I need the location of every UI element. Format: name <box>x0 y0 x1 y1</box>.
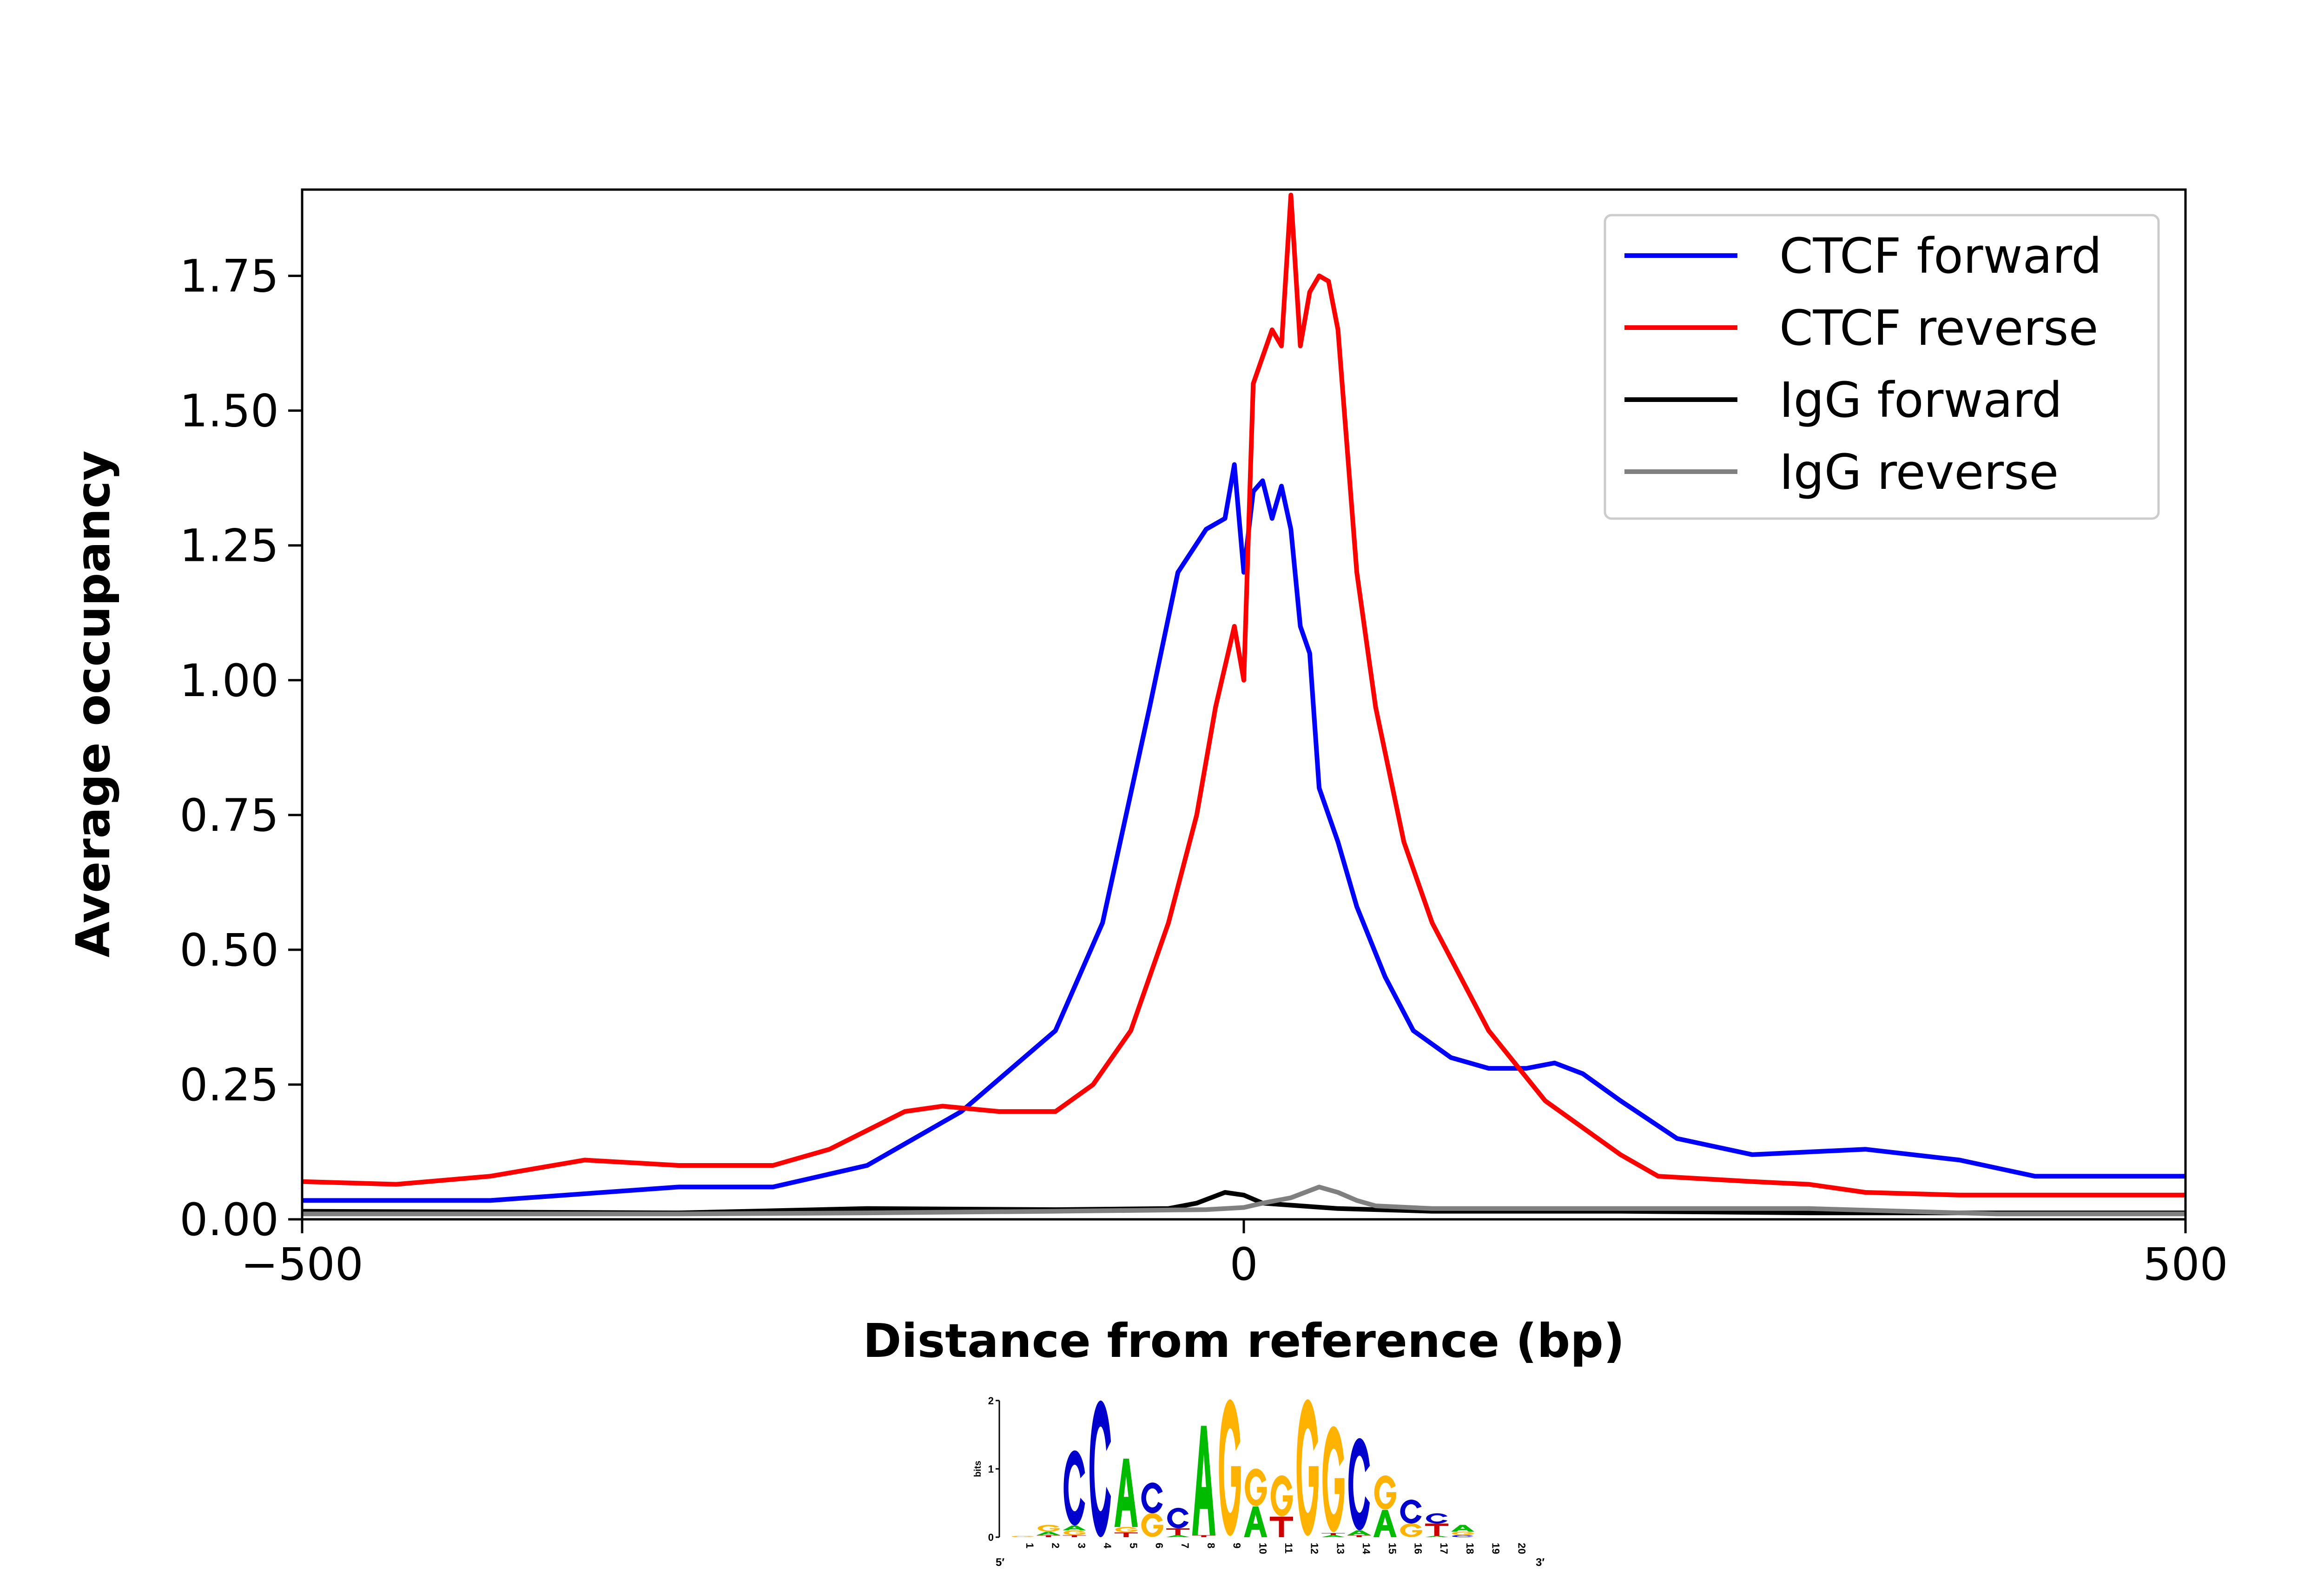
logo-letter-A-shape <box>1347 1530 1371 1535</box>
logo-position-label: 6 <box>1154 1543 1165 1548</box>
logo-letter-A-shape <box>1114 1458 1138 1527</box>
y-tick-label: 0.50 <box>179 924 279 976</box>
series-line-ctcf-reverse <box>302 192 2185 1197</box>
logo-y-tick-label: 0 <box>988 1532 994 1543</box>
logo-position-label: 17 <box>1438 1543 1450 1554</box>
y-axis-label: Average occupancy <box>66 450 120 957</box>
axis-ticks: −500 0 500 0.00 0.25 0.50 0.75 1.00 1.25 1.50 1.75 <box>179 250 2228 1290</box>
logo-letter-T-shape <box>1425 1523 1449 1536</box>
logo-letter-T-shape <box>1321 1533 1345 1535</box>
logo-letter-T-shape <box>1347 1535 1371 1537</box>
logo-letter-A-shape <box>1037 1532 1060 1535</box>
logo-letter-T-shape <box>1270 1516 1293 1537</box>
series-line-igg-forward <box>302 1190 2185 1216</box>
logo-letter-A-shape <box>1244 1506 1268 1537</box>
logo-position-label: 18 <box>1464 1543 1476 1554</box>
x-tick-label: 500 <box>2143 1238 2228 1290</box>
y-tick-label: 1.75 <box>179 250 279 303</box>
logo-letter-G-shape <box>1219 1399 1241 1536</box>
logo-position-label: 7 <box>1179 1543 1191 1548</box>
logo-letter-A-shape <box>1425 1536 1449 1537</box>
x-tick-label: 0 <box>1229 1238 1258 1290</box>
legend-label-ctcf-forward: CTCF forward <box>1779 228 2102 284</box>
logo-position-label: 4 <box>1102 1543 1113 1549</box>
logo-letter-A-shape <box>1063 1526 1086 1531</box>
x-tick-label: −500 <box>241 1238 363 1290</box>
logo-letter-A-shape <box>1373 1510 1397 1537</box>
logo-letter-C-shape <box>1063 1450 1085 1526</box>
logo-letter-A-shape <box>1321 1535 1345 1537</box>
logo-letter-T-shape <box>1192 1535 1215 1537</box>
logo-letter-T-shape <box>1063 1535 1086 1537</box>
legend-box <box>1604 214 2160 520</box>
logo-position-label: 11 <box>1283 1543 1294 1553</box>
logo-letter-C-shape <box>1452 1535 1473 1537</box>
logo-letter-C-shape <box>1141 1482 1163 1513</box>
legend: CTCF forward CTCF reverse IgG forward IgG r… <box>1604 214 2160 520</box>
series-line-igg-reverse <box>302 1184 2185 1217</box>
logo-letter-G-shape <box>1452 1532 1474 1535</box>
logo-y-tick-label: 1 <box>988 1463 994 1475</box>
legend-label-igg-reverse: IgG reverse <box>1779 444 2059 500</box>
logo-letter-G-shape <box>1063 1530 1086 1535</box>
y-tick-label: 1.50 <box>179 385 279 437</box>
y-tick-label: 0.00 <box>179 1194 279 1246</box>
logo-letter-T-shape <box>1037 1535 1060 1537</box>
logo-letter-T-shape <box>1114 1532 1138 1537</box>
logo-letter-G-shape <box>1141 1513 1163 1537</box>
logo-letter-G-shape <box>1270 1475 1293 1517</box>
series-line-ctcf-forward <box>302 462 2185 1203</box>
logo-letter-G-shape <box>1115 1526 1137 1533</box>
logo-letter-A-shape <box>1451 1525 1474 1532</box>
logo-position-label: 14 <box>1360 1543 1372 1554</box>
logo-three-prime: 3′ <box>1536 1556 1545 1569</box>
logo-position-label: 15 <box>1386 1543 1398 1554</box>
x-axis-label: Distance from reference (bp) <box>863 1314 1624 1368</box>
series-lines <box>302 192 2185 1217</box>
logo-position-label: 20 <box>1516 1543 1527 1554</box>
logo-position-label: 8 <box>1205 1543 1217 1548</box>
logo-position-label: 19 <box>1490 1543 1502 1554</box>
logo-letter-A-shape <box>1192 1426 1215 1535</box>
logo-letter-G-shape <box>1296 1399 1319 1536</box>
logo-letter-A-shape <box>1166 1535 1190 1537</box>
y-tick-label: 0.75 <box>179 790 279 842</box>
logo-letter-C-shape <box>1426 1513 1448 1524</box>
logo-position-label: 1 <box>1024 1543 1036 1548</box>
y-tick-label: 1.25 <box>179 520 279 572</box>
logo-letter-C-shape <box>1089 1401 1111 1537</box>
logo-y-label: bits <box>973 1461 983 1477</box>
logo-position-label: 3 <box>1076 1543 1087 1548</box>
logo-position-label: 2 <box>1050 1543 1062 1548</box>
logo-y-tick-label: 2 <box>988 1395 994 1407</box>
logo-letter-G-shape <box>1400 1523 1422 1537</box>
logo-letter-G-shape <box>1245 1468 1267 1507</box>
logo-position-label: 9 <box>1231 1543 1243 1548</box>
logo-letter-C-shape <box>1400 1500 1422 1524</box>
logo-letter-T-shape <box>1166 1528 1190 1535</box>
logo-letter-C-shape <box>1348 1438 1370 1531</box>
legend-label-ctcf-reverse: CTCF reverse <box>1779 300 2098 356</box>
logo-position-label: 13 <box>1334 1543 1346 1554</box>
logo-position-label: 16 <box>1413 1543 1424 1554</box>
legend-label-igg-forward: IgG forward <box>1779 372 2062 428</box>
logo-letter-G-shape <box>1011 1536 1034 1537</box>
logo-letter-C-shape <box>1167 1507 1189 1528</box>
logo-position-label: 10 <box>1257 1543 1268 1554</box>
logo-letter-G-shape <box>1374 1475 1396 1510</box>
y-tick-label: 0.25 <box>179 1059 279 1111</box>
logo-five-prime: 5′ <box>996 1556 1004 1569</box>
logo-position-label: 5 <box>1128 1543 1139 1548</box>
y-tick-label: 1.00 <box>179 655 279 707</box>
logo-letter-G-shape <box>1322 1426 1345 1533</box>
logo-position-label: 12 <box>1309 1543 1320 1554</box>
logo-letter-G-shape <box>1037 1525 1060 1532</box>
